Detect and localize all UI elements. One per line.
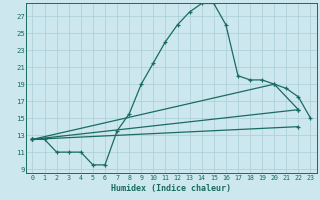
X-axis label: Humidex (Indice chaleur): Humidex (Indice chaleur) bbox=[111, 184, 231, 193]
